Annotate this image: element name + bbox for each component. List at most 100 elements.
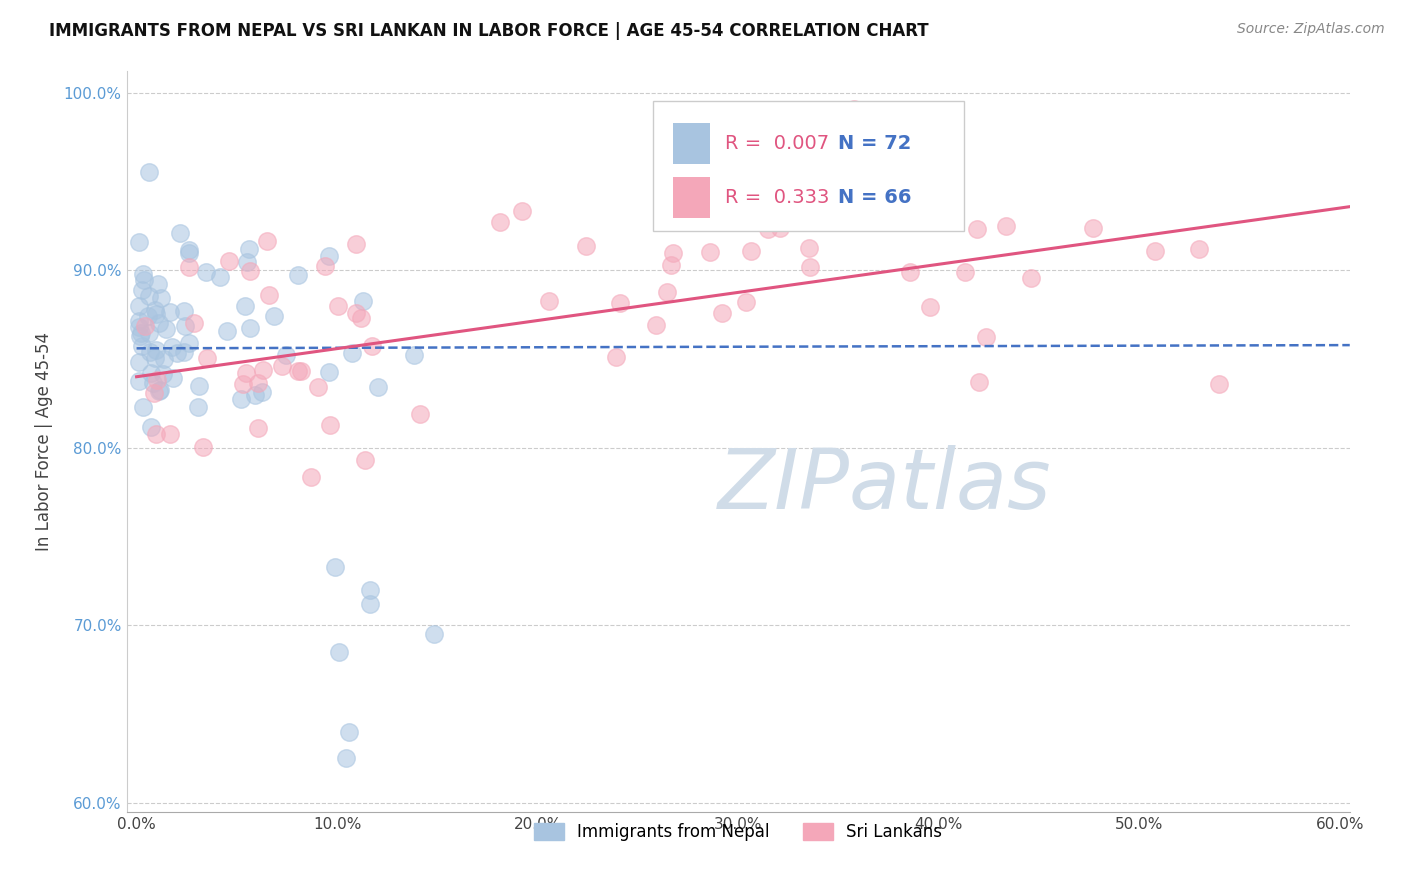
Point [352,294,374,309]
Text: ZIPatlas: ZIPatlas [718,445,1052,526]
Point [359,582,381,597]
Point [644,318,666,332]
Point [138,326,160,341]
Point [128,299,150,313]
Point [259,288,281,302]
Point [191,440,214,454]
Point [146,373,169,387]
Text: N = 66: N = 66 [838,187,912,207]
Point [299,470,322,484]
Point [194,265,217,279]
Point [323,559,346,574]
Point [217,324,239,338]
Point [344,306,367,320]
Point [290,363,312,377]
Point [132,273,155,287]
Point [342,345,364,359]
Point [128,314,150,328]
Point [659,258,682,272]
Point [128,235,150,249]
Point [177,244,200,258]
Point [328,645,350,659]
Point [510,204,533,219]
Point [169,226,191,240]
Y-axis label: In Labor Force | Age 45-54: In Labor Force | Age 45-54 [35,332,52,551]
Point [860,208,883,222]
Point [699,244,721,259]
Point [756,222,779,236]
Point [994,219,1017,233]
Point [208,269,231,284]
Point [179,336,201,351]
Point [335,751,357,765]
Point [153,352,176,367]
Point [236,255,259,269]
Point [134,318,156,333]
Point [183,317,205,331]
Point [367,380,389,394]
Point [188,379,211,393]
Text: R =  0.333: R = 0.333 [724,187,830,207]
Point [179,260,201,274]
Point [263,309,285,323]
Point [238,242,260,256]
Point [252,362,274,376]
Point [287,364,309,378]
Point [337,724,360,739]
Point [955,265,977,279]
Point [235,367,257,381]
Point [1019,271,1042,285]
Point [307,380,329,394]
Point [250,384,273,399]
Point [423,627,446,641]
Point [141,420,163,434]
Point [707,160,730,174]
Point [129,326,152,341]
Point [138,289,160,303]
Point [1188,242,1211,256]
Point [966,222,988,236]
Point [148,277,170,291]
Point [138,165,160,179]
Text: Source: ZipAtlas.com: Source: ZipAtlas.com [1237,22,1385,37]
Point [354,453,377,467]
Point [173,303,195,318]
Point [1143,244,1166,258]
Point [344,237,367,252]
Point [256,234,278,248]
Point [898,264,921,278]
Point [218,253,240,268]
Point [799,260,821,274]
Point [538,294,561,309]
Point [605,350,627,364]
Point [131,283,153,297]
Point [145,351,167,365]
Point [148,383,170,397]
Point [159,305,181,319]
Point [145,343,167,358]
Point [274,348,297,362]
Point [575,238,598,252]
Point [662,246,685,260]
Point [145,426,167,441]
Point [967,375,990,389]
Point [409,407,432,421]
Point [160,340,183,354]
Bar [673,177,710,218]
Point [145,307,167,321]
Point [148,384,170,399]
Point [173,344,195,359]
Point [361,338,384,352]
Point [136,309,159,323]
Point [143,386,166,401]
Point [139,345,162,359]
Point [128,320,150,334]
Point [155,322,177,336]
Point [179,246,201,260]
Text: R =  0.007: R = 0.007 [724,134,828,153]
Point [139,366,162,380]
Point [162,371,184,385]
Point [489,215,512,229]
FancyBboxPatch shape [652,101,965,230]
Point [239,320,262,334]
